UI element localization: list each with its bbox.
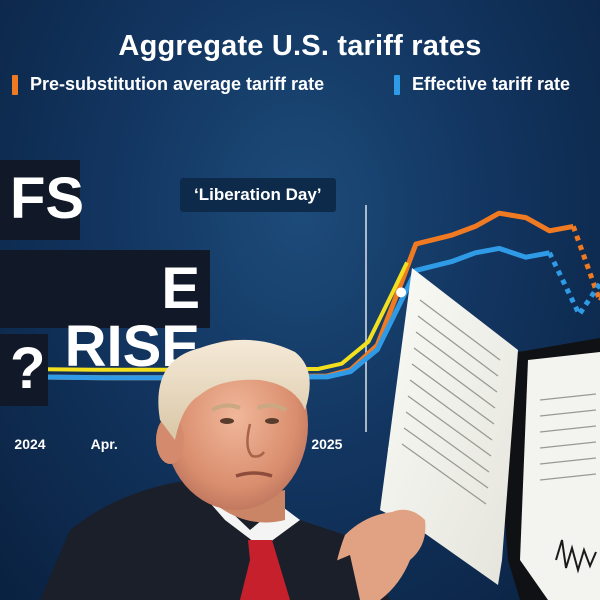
red-tie xyxy=(240,540,290,600)
signature-scribble xyxy=(555,539,597,574)
headline-line-3: ? xyxy=(0,334,48,406)
headline-text-3: ? xyxy=(10,336,46,401)
brow-left xyxy=(211,403,241,412)
x-tick-label: 2024 xyxy=(14,436,45,452)
mouth xyxy=(235,471,273,478)
x-tick-label: 2025 xyxy=(311,436,342,452)
chart-legend: Pre-substitution average tariff rate Eff… xyxy=(12,74,600,98)
eye-left xyxy=(220,418,234,424)
hair xyxy=(158,339,310,440)
brow-right xyxy=(257,403,287,412)
headline-line-1: FS xyxy=(0,160,84,240)
legend-item-effective: Effective tariff rate xyxy=(394,74,570,95)
liberation-day-annotation: ‘Liberation Day’ xyxy=(180,178,336,212)
chart-title: Aggregate U.S. tariff rates xyxy=(118,30,482,62)
series-projection-effective xyxy=(547,251,600,320)
nose xyxy=(246,423,266,458)
legend-label-pre-substitution: Pre-substitution average tariff rate xyxy=(30,74,325,94)
shirt-collar xyxy=(190,480,300,548)
legend-item-pre-substitution: Pre-substitution average tariff rate xyxy=(12,74,324,95)
x-tick-label: Apr. xyxy=(91,436,118,452)
sleeve-cuff xyxy=(320,555,360,600)
document-page-right xyxy=(520,352,600,600)
headline-text-1: FS xyxy=(10,166,85,231)
highlight-line xyxy=(21,261,409,372)
eye-right xyxy=(265,418,279,424)
legend-swatch-orange xyxy=(12,74,18,95)
suit-jacket xyxy=(40,480,390,600)
document-text-lines xyxy=(401,299,597,505)
liberation-day-point xyxy=(396,287,407,298)
legend-label-effective: Effective tariff rate xyxy=(412,74,571,94)
legend-swatch-blue xyxy=(394,74,400,95)
